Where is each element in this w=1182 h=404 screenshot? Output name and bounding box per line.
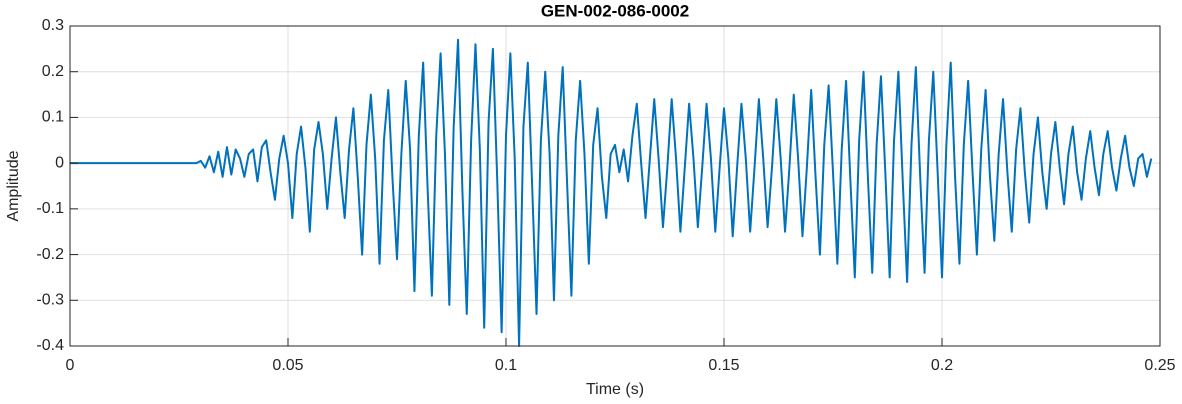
x-tick-label: 0.05 bbox=[272, 357, 303, 374]
x-tick-label: 0.15 bbox=[708, 357, 739, 374]
plot-area bbox=[70, 26, 1160, 346]
marks bbox=[70, 38, 1153, 347]
y-tick-label: -0.4 bbox=[36, 337, 64, 354]
waveform-line bbox=[70, 38, 1153, 347]
y-tick-label: 0 bbox=[55, 154, 64, 171]
x-tick-label: 0.2 bbox=[931, 357, 953, 374]
y-tick-label: 0.1 bbox=[42, 109, 64, 126]
y-tick-label: 0.3 bbox=[42, 17, 64, 34]
y-axis-label: Amplitude bbox=[5, 150, 22, 221]
chart-title: GEN-002-086-0002 bbox=[541, 1, 689, 20]
x-axis-label: Time (s) bbox=[586, 381, 644, 398]
x-tick-label: 0 bbox=[66, 357, 75, 374]
x-tick-label: 0.1 bbox=[495, 357, 517, 374]
y-tick-label: -0.2 bbox=[36, 246, 64, 263]
y-tick-label: -0.3 bbox=[36, 292, 64, 309]
x-tick-label: 0.25 bbox=[1144, 357, 1175, 374]
axes-box bbox=[69, 25, 1161, 347]
y-tick-label: -0.1 bbox=[36, 200, 64, 217]
y-tick-label: 0.2 bbox=[42, 63, 64, 80]
